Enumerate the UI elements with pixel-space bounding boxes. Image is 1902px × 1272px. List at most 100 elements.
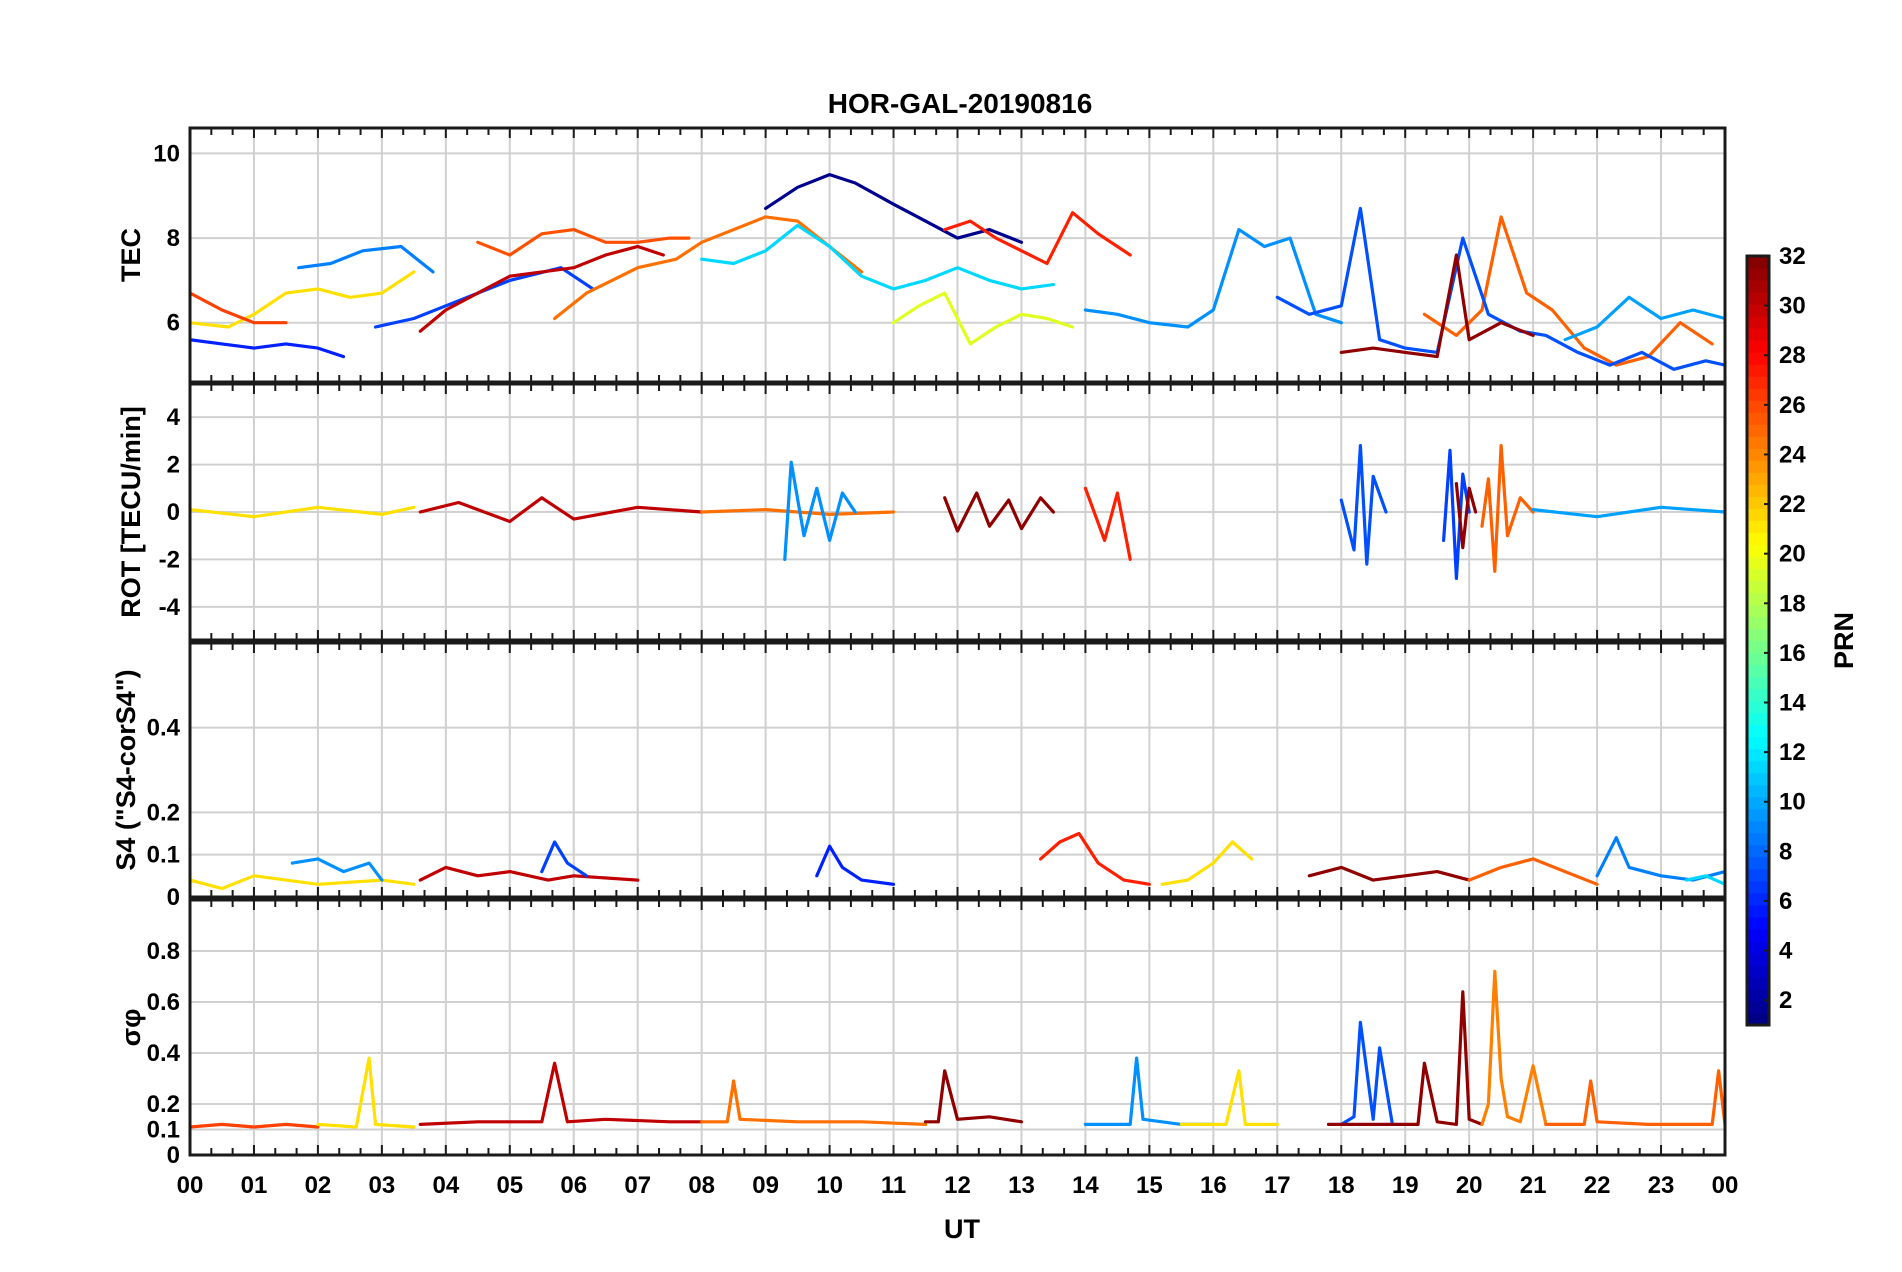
colorbar-tick-label: 2: [1779, 987, 1792, 1014]
series-prn-21: [190, 874, 416, 891]
colorbar-tick-label: 30: [1779, 293, 1806, 320]
series-prn-3: [540, 840, 589, 878]
colorbar-swatch: [1747, 1012, 1769, 1026]
colorbar-swatch: [1747, 868, 1769, 882]
colorbar-swatch: [1747, 784, 1769, 798]
series-prn-27: [190, 1122, 320, 1129]
colorbar-swatch: [1747, 904, 1769, 918]
colorbar-swatch: [1747, 772, 1769, 786]
x-tick-label: 00: [1712, 1172, 1739, 1199]
colorbar-swatch: [1747, 1000, 1769, 1014]
colorbar-swatch: [1747, 760, 1769, 774]
x-tick-label: 12: [944, 1172, 971, 1199]
y-tick-label: 0.6: [147, 989, 180, 1016]
series-prn-4: [1275, 206, 1725, 371]
series-prn-12: [1684, 874, 1725, 886]
series-prn-30: [418, 1061, 704, 1127]
colorbar-swatch: [1747, 832, 1769, 846]
colorbar-tick-label: 14: [1779, 690, 1806, 717]
colorbar-swatch: [1747, 676, 1769, 690]
series-prn-31: [923, 1069, 1024, 1124]
x-tick-label: 01: [241, 1172, 268, 1199]
series-prn-9: [1531, 505, 1725, 519]
colorbar-swatch: [1747, 352, 1769, 365]
colorbar-swatch: [1747, 964, 1769, 978]
series-prn-31: [1307, 865, 1471, 882]
y-tick-label: 0: [167, 1142, 180, 1169]
y-tick-label: 0.8: [147, 938, 180, 965]
colorbar-swatch: [1747, 472, 1769, 485]
colorbar-swatch: [1747, 748, 1769, 762]
colorbar-swatch: [1747, 256, 1769, 269]
colorbar-label: PRN: [1829, 612, 1859, 669]
series-prn-8: [290, 857, 384, 882]
colorbar-tick-label: 18: [1779, 590, 1806, 617]
series-prn-8: [1083, 228, 1343, 329]
x-tick-label: 13: [1008, 1172, 1035, 1199]
colorbar-swatch: [1747, 460, 1769, 473]
colorbar-swatch: [1747, 976, 1769, 990]
panel-sigma_phi: 00.10.2 0.4 0.6 0.8 σφ: [116, 898, 1727, 1169]
x-tick-label: 05: [496, 1172, 523, 1199]
y-tick-label: 4: [167, 404, 181, 431]
series-prn-25: [1544, 1069, 1725, 1127]
colorbar-tick-label: 16: [1779, 640, 1806, 667]
series-group: [190, 831, 1725, 891]
panel-s4: 0 0.1 0.2 0.4S4 ("S4-corS4"): [111, 641, 1727, 911]
y-tick-label: 0.4: [147, 715, 181, 742]
x-tick-label: 07: [624, 1172, 651, 1199]
colorbar-swatch: [1747, 532, 1769, 545]
x-tick-label: 14: [1072, 1172, 1099, 1199]
colorbar-tick-label: 4: [1779, 938, 1793, 965]
colorbar-swatch: [1747, 892, 1769, 906]
colorbar-tick-label: 26: [1779, 392, 1806, 419]
colorbar-swatch: [1747, 268, 1769, 281]
colorbar-swatch: [1747, 508, 1769, 521]
colorbar-swatch: [1747, 364, 1769, 377]
colorbar-swatch: [1747, 700, 1769, 714]
series-prn-21: [190, 270, 416, 329]
series-prn-25: [1422, 215, 1714, 367]
x-tick-label: 06: [560, 1172, 587, 1199]
x-tick-label: 22: [1584, 1172, 1611, 1199]
colorbar-tick-label: 6: [1779, 888, 1792, 915]
y-axis-title: ROT [TECU/min]: [116, 406, 146, 617]
colorbar-swatch: [1747, 280, 1769, 293]
series-prn-21: [190, 505, 416, 519]
x-tick-label: 02: [305, 1172, 332, 1199]
y-tick-label: -2: [159, 546, 180, 573]
colorbar-swatch: [1747, 496, 1769, 509]
colorbar-swatch: [1747, 484, 1769, 497]
x-tick-label: 00: [177, 1172, 204, 1199]
series-prn-24: [700, 1079, 928, 1127]
x-tick-label: 04: [432, 1172, 459, 1199]
series-prn-30: [418, 865, 640, 882]
colorbar-tick-label: 28: [1779, 342, 1806, 369]
series-prn-24: [552, 215, 864, 321]
series-prn-21: [1179, 1069, 1279, 1127]
series-prn-7: [297, 244, 435, 274]
x-tick-label: 17: [1264, 1172, 1291, 1199]
colorbar-swatch: [1747, 292, 1769, 305]
colorbar-swatch: [1747, 448, 1769, 461]
colorbar-swatch: [1747, 736, 1769, 750]
colorbar-tick-label: 24: [1779, 441, 1806, 468]
series-prn-25: [1467, 857, 1599, 886]
x-tick-label: 21: [1520, 1172, 1547, 1199]
series-prn-26: [476, 228, 691, 257]
series-prn-27: [190, 291, 288, 325]
series-prn-30: [418, 496, 704, 524]
x-tick-label: 08: [688, 1172, 715, 1199]
colorbar-swatch: [1747, 388, 1769, 401]
series-prn-28: [1038, 831, 1152, 886]
series-prn-24: [700, 508, 896, 517]
x-axis-title: UT: [944, 1214, 980, 1244]
colorbar-swatch: [1747, 820, 1769, 834]
panel-tec: 6 8 10 TEC: [116, 126, 1727, 384]
colorbar-swatch: [1747, 664, 1769, 678]
x-tick-label: 11: [881, 1172, 906, 1199]
colorbar-swatch: [1747, 688, 1769, 702]
series-prn-31: [1339, 253, 1535, 359]
